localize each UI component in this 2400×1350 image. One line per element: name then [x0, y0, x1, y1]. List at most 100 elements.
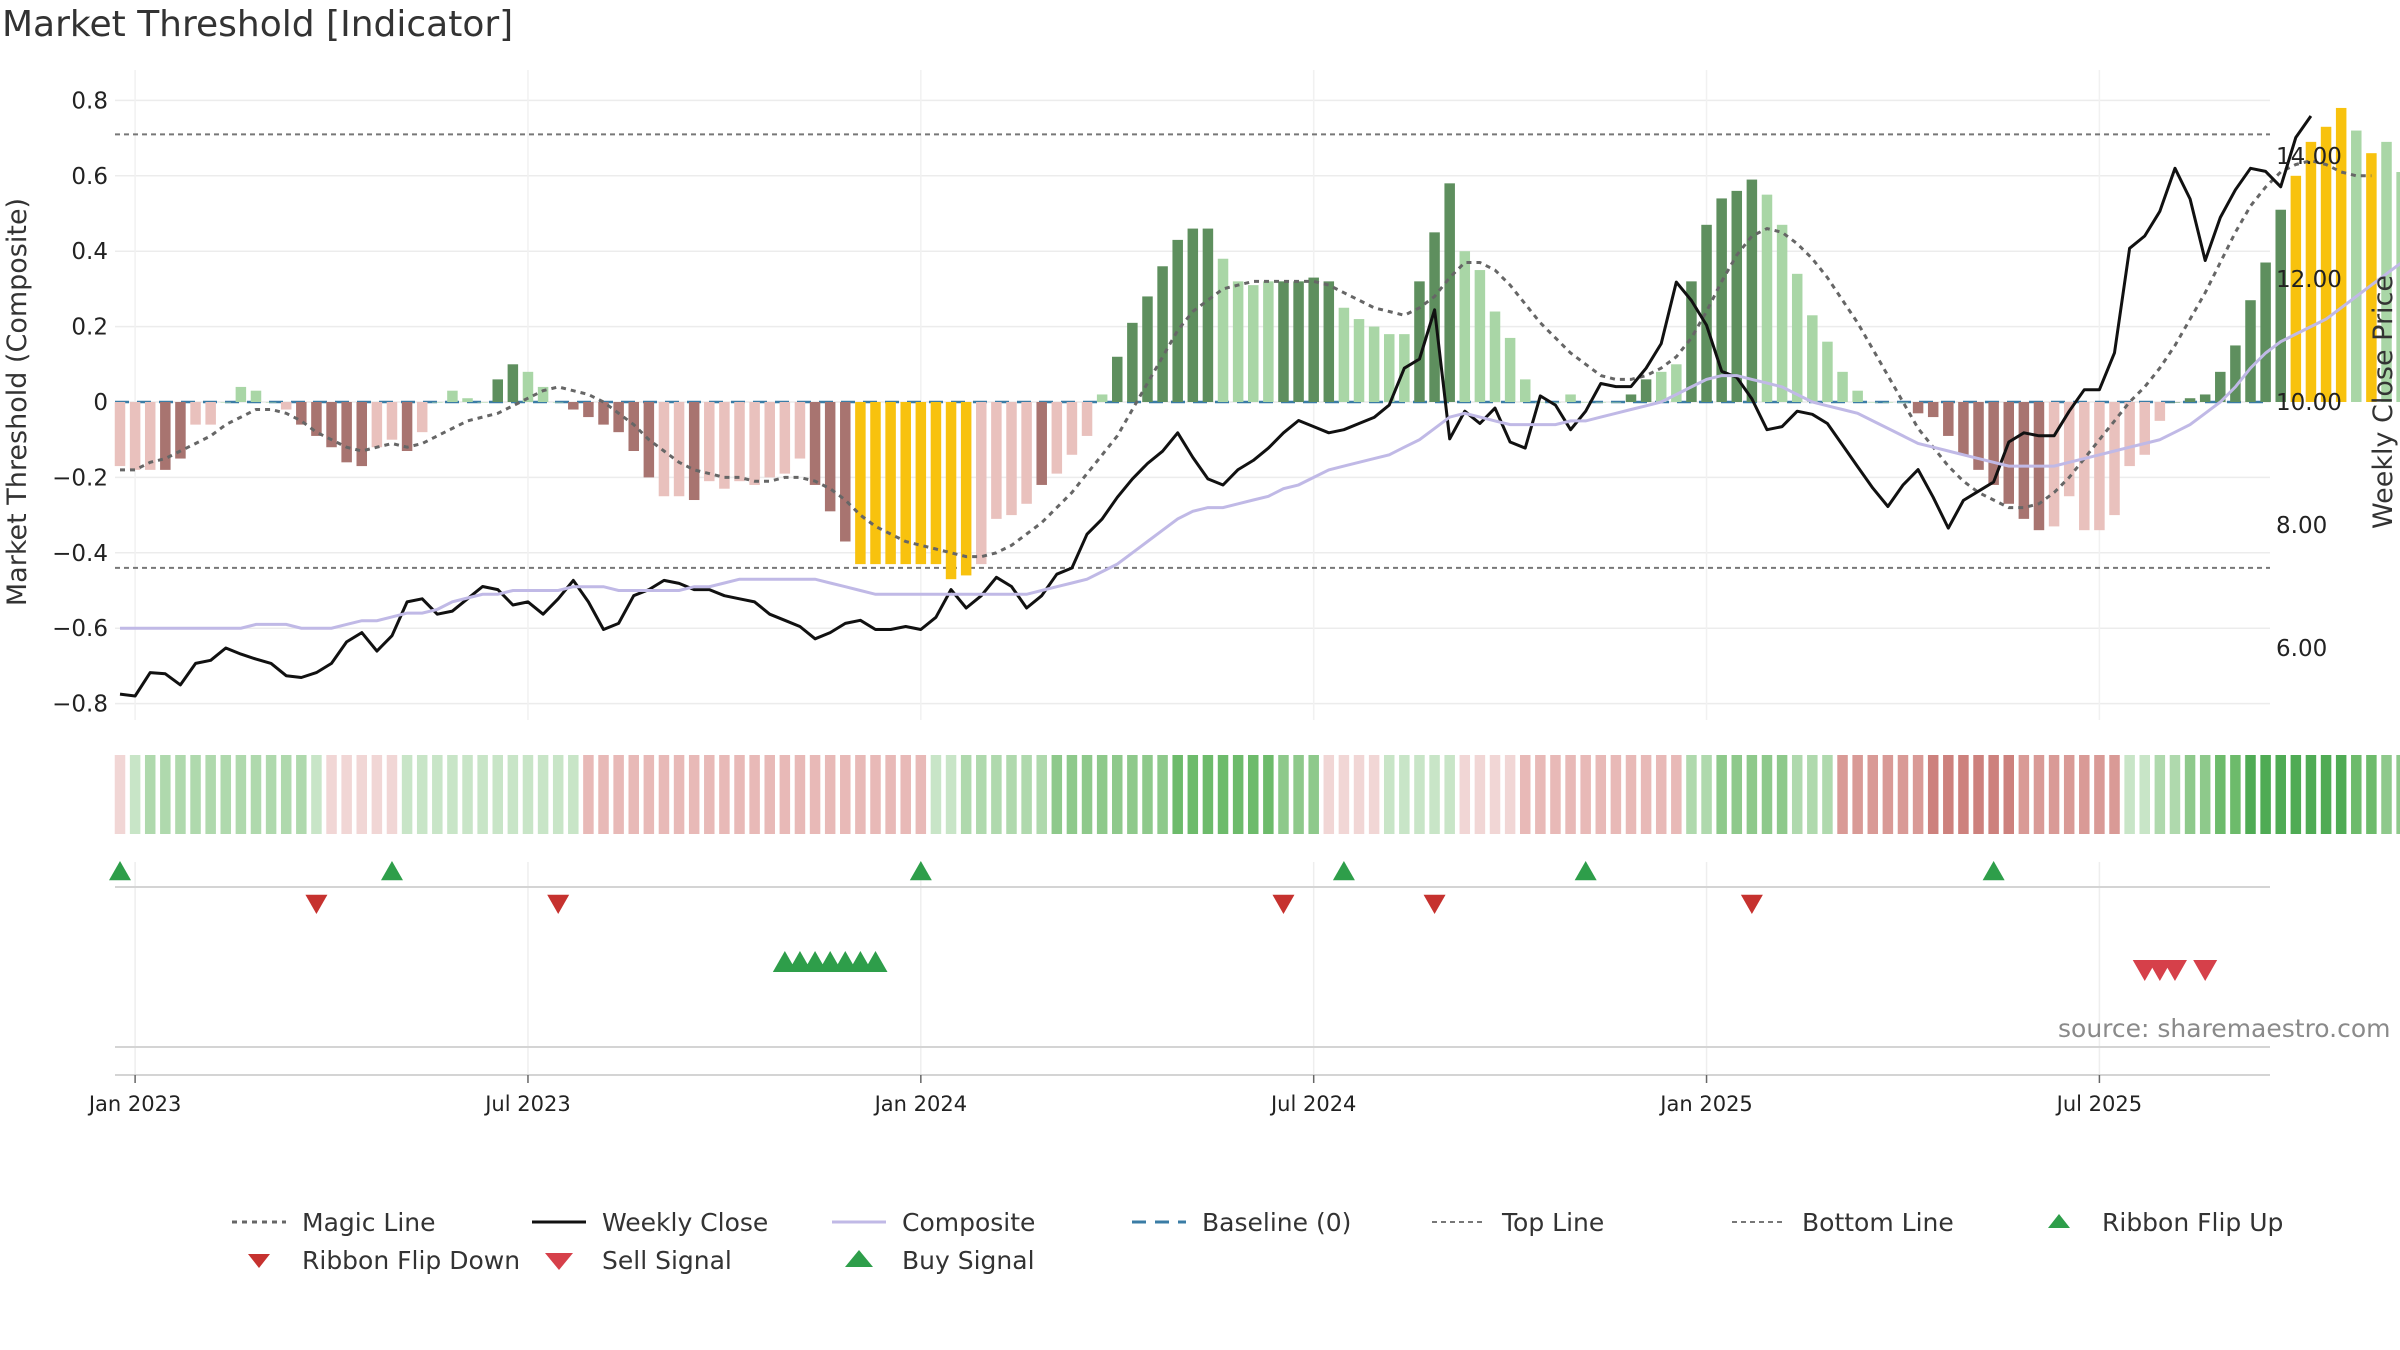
ribbon-flip-up-marker — [109, 861, 131, 881]
legend-symbol — [532, 1220, 586, 1224]
composite-bar — [1489, 311, 1501, 402]
composite-bar — [416, 402, 428, 433]
ribbon-cell — [326, 755, 337, 834]
composite-bar — [2305, 141, 2317, 402]
ribbon-cell — [356, 755, 368, 834]
ribbon-cell — [2048, 755, 2060, 834]
composite-bar — [356, 402, 368, 467]
ribbon-cell — [1927, 755, 1939, 834]
left-tick-label: −0.4 — [52, 541, 108, 567]
composite-bar — [160, 402, 171, 470]
composite-bar — [280, 402, 292, 410]
ribbon-cell — [1504, 755, 1516, 834]
ribbon-cell — [250, 755, 262, 834]
composite-bar — [1051, 402, 1063, 474]
ribbon-cell — [2320, 755, 2332, 834]
composite-bar — [2184, 398, 2196, 402]
right-tick-label: 12.00 — [2276, 267, 2342, 293]
ribbon-cell — [1232, 755, 1244, 834]
composite-bar — [537, 386, 549, 402]
composite-bar — [265, 402, 277, 403]
composite-bar — [824, 402, 836, 512]
legend-item-flip_up: Ribbon Flip Up — [2030, 1205, 2283, 1239]
legend-label: Ribbon Flip Up — [2102, 1207, 2284, 1237]
ribbon-cell — [220, 755, 232, 834]
composite-bar — [1882, 402, 1894, 403]
composite-bar — [2018, 402, 2030, 519]
ribbon-cell — [583, 755, 594, 834]
composite-bar — [1655, 371, 1667, 402]
signal-panels — [109, 861, 2270, 1076]
left-tick-label: −0.8 — [52, 692, 108, 718]
composite-bar — [2366, 153, 2377, 402]
ribbon-cell — [673, 755, 685, 834]
date-tick-label: Jan 2023 — [87, 1092, 182, 1116]
ribbon-cell — [840, 755, 851, 834]
composite-bar — [1248, 285, 1259, 402]
sell-signal-marker — [2162, 960, 2187, 981]
composite-bar — [1172, 239, 1183, 402]
ribbon-cell — [2366, 755, 2377, 834]
right-y-axis: 14.00 12.00 10.00 8.00 6.00 — [2276, 144, 2342, 662]
legend-symbol — [832, 1220, 886, 1224]
date-tick-label: Jul 2024 — [1269, 1092, 1356, 1116]
composite-bars — [114, 107, 2400, 580]
ribbon-flip-up-marker — [1332, 861, 1355, 881]
composite-bar — [1021, 402, 1032, 504]
composite-bar — [1927, 402, 1939, 418]
composite-bar — [704, 402, 715, 482]
ribbon-flip-down-marker — [547, 894, 570, 914]
legend-symbol — [1732, 1221, 1786, 1223]
composite-bar — [2124, 402, 2135, 467]
ribbon-cell — [462, 755, 473, 834]
ribbon-cell — [552, 755, 564, 834]
composite-bar — [1368, 326, 1380, 402]
ribbon-cell — [371, 755, 383, 834]
composite-bar — [1761, 194, 1773, 402]
composite-bar — [1958, 402, 1969, 455]
composite-bar — [1474, 270, 1486, 402]
ribbon-cell — [1565, 755, 1576, 834]
date-tick-label: Jan 2024 — [873, 1092, 968, 1116]
composite-bar — [2109, 402, 2120, 516]
ribbon-cell — [1912, 755, 1924, 834]
composite-bar — [779, 402, 791, 474]
ribbon-cell — [160, 755, 171, 834]
composite-bar — [764, 402, 775, 478]
ribbon-cell — [1671, 755, 1682, 834]
legend-symbol — [545, 1253, 573, 1270]
ribbon-flip-up-marker — [1982, 861, 2005, 881]
composite-bar — [2230, 345, 2241, 402]
ribbon-cell — [1444, 755, 1455, 834]
composite-bar — [1912, 402, 1924, 414]
legend-symbol — [1132, 1220, 1186, 1224]
composite-bar — [598, 402, 609, 425]
buy-signal-marker — [848, 951, 873, 972]
composite-bar — [190, 402, 201, 425]
composite-bar — [1142, 296, 1153, 402]
ribbon-cell — [809, 755, 821, 834]
ribbon-cell — [734, 755, 745, 834]
ribbon-cell — [1006, 755, 1017, 834]
legend-item-bottom: Bottom Line — [1730, 1205, 1954, 1239]
composite-bar — [960, 402, 972, 576]
composite-bar — [1217, 258, 1229, 402]
composite-bar — [1686, 281, 1697, 402]
composite-bar — [129, 402, 141, 470]
composite-bar — [2396, 172, 2400, 402]
composite-bar — [386, 402, 398, 440]
buy-signal-marker — [818, 951, 843, 972]
legend-symbol — [232, 1220, 286, 1224]
ribbon-cell — [1625, 755, 1637, 834]
ribbon-cell — [1127, 755, 1138, 834]
composite-bar — [1263, 281, 1274, 402]
ribbon-cell — [1459, 755, 1471, 834]
buy-signal-marker — [803, 951, 828, 972]
composite-bar — [1565, 394, 1576, 402]
threshold-lines — [115, 133, 2270, 569]
ribbon-cell — [1172, 755, 1183, 834]
legend-item-sell: Sell Signal — [530, 1243, 732, 1277]
legend-item-close: Weekly Close — [530, 1205, 768, 1239]
composite-bar — [1459, 251, 1471, 402]
legend-symbol — [2048, 1214, 2070, 1228]
